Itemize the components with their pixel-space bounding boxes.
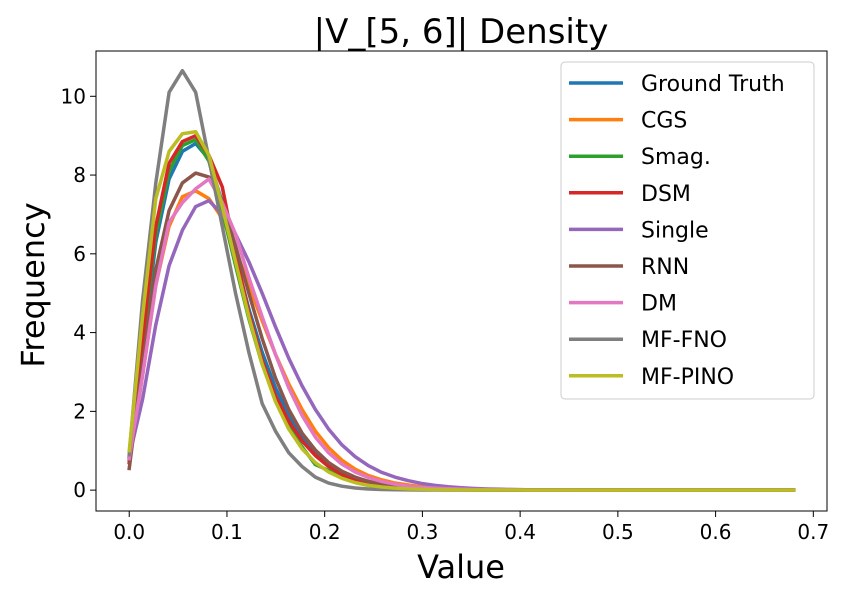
y-tick-label: 10 — [61, 84, 86, 108]
y-axis-ticks: 0 2 4 6 8 10 — [61, 84, 96, 502]
y-tick-label: 8 — [73, 163, 86, 187]
x-tick-label: 0.6 — [700, 520, 732, 544]
legend-label-ground-truth: Ground Truth — [641, 72, 785, 97]
x-axis-label: Value — [417, 548, 505, 586]
y-tick-label: 6 — [73, 242, 86, 266]
legend-label-smag: Smag. — [641, 145, 711, 170]
x-tick-label: 0.3 — [407, 520, 439, 544]
y-axis-label: Frequency — [14, 202, 52, 367]
x-tick-label: 0.0 — [113, 520, 145, 544]
legend-label-single: Single — [641, 218, 709, 243]
legend-label-cgs: CGS — [641, 109, 687, 134]
x-tick-label: 0.1 — [211, 520, 243, 544]
plot-frame — [95, 50, 828, 512]
x-tick-label: 0.7 — [797, 520, 829, 544]
legend: Ground Truth CGS Smag. DSM Single RNN DM MF-FNO… — [560, 61, 815, 400]
legend-label-mf-pino: MF-PINO — [641, 365, 734, 390]
x-tick-label: 0.5 — [602, 520, 634, 544]
series-line-mf-pino — [127, 129, 796, 492]
x-axis-ticks: 0.0 0.1 0.2 0.3 0.4 0.5 0.6 0.7 — [113, 511, 829, 544]
y-tick-label: 4 — [73, 321, 86, 345]
y-tick-label: 2 — [73, 399, 86, 423]
legend-label-rnn: RNN — [641, 255, 689, 280]
legend-label-mf-fno: MF-FNO — [641, 328, 727, 353]
x-tick-label: 0.2 — [309, 520, 341, 544]
series-layer — [127, 68, 796, 492]
legend-label-dm: DM — [641, 292, 677, 317]
chart-title: |V_[5, 6]| Density — [314, 12, 609, 52]
legend-label-dsm: DSM — [641, 182, 691, 207]
legend-box — [560, 61, 815, 400]
legend-items: Ground Truth CGS Smag. DSM Single RNN DM MF-FNO… — [569, 72, 785, 390]
y-tick-label: 0 — [73, 478, 86, 502]
x-tick-label: 0.4 — [504, 520, 536, 544]
